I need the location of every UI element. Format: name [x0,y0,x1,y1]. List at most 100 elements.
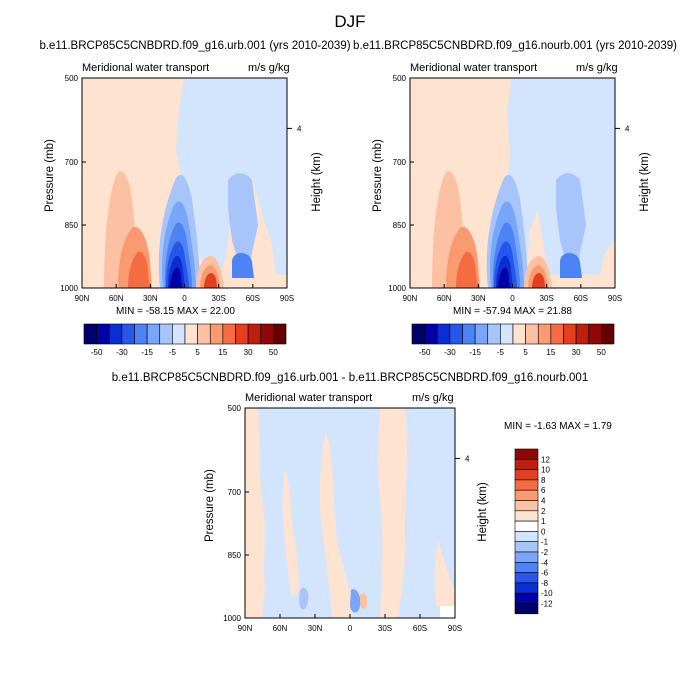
panel-urb-colorbar-swatch [108,323,123,345]
panel-diff-colorbar-swatch [514,551,539,563]
panel-nourb-plot [409,77,616,289]
panel-nourb-colorbar-swatch [575,323,590,345]
panel-diff-colorbar-swatch [514,448,539,460]
panel-urb-colorbar-swatch [159,323,173,345]
panel-diff-neg-spot-1 [299,587,309,610]
panel-nourb-left-string: Meridional water transport [410,62,538,74]
panel-nourb-axes: 90N 60N 30N 0 30S 60S 90S 500 700 850 1000 4 [388,74,630,303]
panel-urb-x-tick-label: 60S [246,294,260,303]
panel-diff-colorbar-label: -6 [541,569,549,578]
panel-urb-x-tick-label: 30N [143,294,158,303]
panel-urb-colorbar-swatch [260,323,274,345]
panel-urb-colorbar-swatch [96,323,110,345]
panel-diff-colorbar-swatch [514,541,539,553]
panel-diff-pos-band-4 [378,408,408,618]
panel-urb-colorbar-swatch [134,323,148,345]
panel-urb-x-tick-label: 0 [182,294,187,303]
panel-nourb-colorbar-label: -30 [444,348,456,357]
panel-urb-x-tick-label: 90S [280,294,294,303]
panel-diff-plot [244,407,456,619]
panel-diff-y-tick-label: 850 [228,551,242,560]
panel-urb-contour-sh-pos-3 [204,273,217,288]
panel-nourb-y-tick-label: 700 [393,158,407,167]
panel-diff-colorbar-swatch [514,510,539,522]
panel-nourb-contour-south-neg [556,173,586,262]
panel-urb-colorbar-swatch [273,323,287,345]
panel-nourb-colorbar-label: 30 [572,348,581,357]
panel-diff-colorbar-label: 1 [541,517,546,526]
panel-urb-plot [81,77,288,289]
panel-diff-pos-band-3 [319,430,353,618]
panel-diff-x-tick-label: 90S [448,624,462,633]
panel-diff-colorbar-label: -10 [541,589,553,598]
panel-urb-colorbar-label: 30 [244,348,253,357]
panel-urb-contour-nh-pos-3 [128,251,150,288]
panel-nourb-colorbar-swatch [500,323,514,345]
panel-diff-colorbar-swatch [514,520,539,532]
panel-nourb-colorbar-label: 5 [523,348,528,357]
panel-urb-y-tick-label: 1000 [60,284,78,293]
panel-urb-colorbar-label: 5 [195,348,200,357]
panel-diff-colorbar-swatch [514,592,539,604]
panel-nourb-ylabel: Pressure (mb) [372,139,384,212]
panel-urb-contour-eq-6 [170,267,182,288]
panel-urb-colorbar-swatch [247,323,262,345]
panel-urb-minmax: MIN = -58.15 MAX = 22.00 [116,306,235,317]
panel-nourb-colorbar-label: -5 [497,348,505,357]
panel-urb-contour-south-neg-core [232,253,254,278]
panel-diff-title: b.e11.BRCP85C5CNBDRD.f09_g16.urb.001 - b… [111,372,589,384]
panel-diff-x-tick-label: 60N [273,624,288,633]
panel-diff-right-string: m/s g/kg [412,392,454,404]
panel-urb-y-tick-label: 700 [65,158,79,167]
panel-nourb-x-tick-label: 90N [403,294,418,303]
panel-nourb-colorbar-swatch [512,323,526,345]
panel-nourb-ylabel-right: Height (km) [639,152,651,212]
panel-diff-minmax: MIN = -1.63 MAX = 1.79 [504,421,612,432]
panel-diff-ylabel: Pressure (mb) [204,469,216,542]
panel-diff-x-tick-label: 90N [238,624,253,633]
panel-nourb-minmax: MIN = -57.94 MAX = 21.88 [453,306,572,317]
panel-diff-pos-spot [360,593,368,610]
panel-urb-y-tick-label: 500 [65,74,79,83]
panel-nourb-colorbar-swatch [537,323,552,345]
panel-nourb-y-tick-label: 500 [393,74,407,83]
panel-diff-background [245,408,455,618]
panel-diff-pos-band-5 [434,540,455,606]
panel-diff-x-tick-label: 0 [348,624,353,633]
panel-nourb-y-tick-label: 1000 [388,284,406,293]
panel-nourb-right-string: m/s g/kg [576,62,618,74]
panel-urb-height-tick-label: 4 [297,124,302,133]
panel-nourb-x-tick-label: 60S [574,294,588,303]
panel-diff-colorbar-label: -8 [541,579,549,588]
panel-nourb-colorbar-swatch [525,323,539,345]
panel-diff-x-tick-label: 30N [308,624,323,633]
panel-diff-colorbar-swatch [514,489,539,501]
panel-urb-colorbar-label: -15 [141,348,153,357]
panel-diff-colorbar-label: 10 [541,466,550,475]
panel-diff-height-tick-label: 4 [465,454,470,463]
panel-diff-colorbar-swatch [514,603,539,615]
panel-urb-contour-south-neg [228,173,258,262]
panel-urb-x-tick-label: 30S [212,294,226,303]
panel-urb-right-string: m/s g/kg [248,62,290,74]
panel-diff-colorbar-swatch [514,458,539,470]
panel-urb-colorbar-swatch [235,323,249,345]
panel-diff-colorbar-label: 2 [541,507,546,516]
panel-nourb-x-tick-label: 0 [510,294,515,303]
panel-diff-x-tick-label: 30S [378,624,392,633]
panel-diff-x-tick-label: 60S [413,624,427,633]
panel-diff-missing-patch [440,606,455,618]
panel-diff-colorbar-swatch [514,561,539,573]
panel-urb-colorbar: -50 -30 -15 -5 5 15 30 50 [83,323,287,357]
panel-nourb-x-tick-label: 30N [471,294,486,303]
panel-urb-colorbar-swatch [146,323,161,345]
panel-nourb-colorbar-swatch [411,323,425,345]
panel-nourb-title: b.e11.BRCP85C5CNBDRD.f09_g16.nourb.001 (… [353,40,677,52]
panel-nourb-colorbar-swatch [588,323,602,345]
panel-nourb-colorbar-swatch [487,323,501,345]
panel-urb-colorbar-label: -50 [91,348,103,357]
panel-diff-y-tick-label: 1000 [223,614,241,623]
panel-diff-colorbar-swatch [514,572,539,584]
panel-urb-colorbar-label: -30 [116,348,128,357]
